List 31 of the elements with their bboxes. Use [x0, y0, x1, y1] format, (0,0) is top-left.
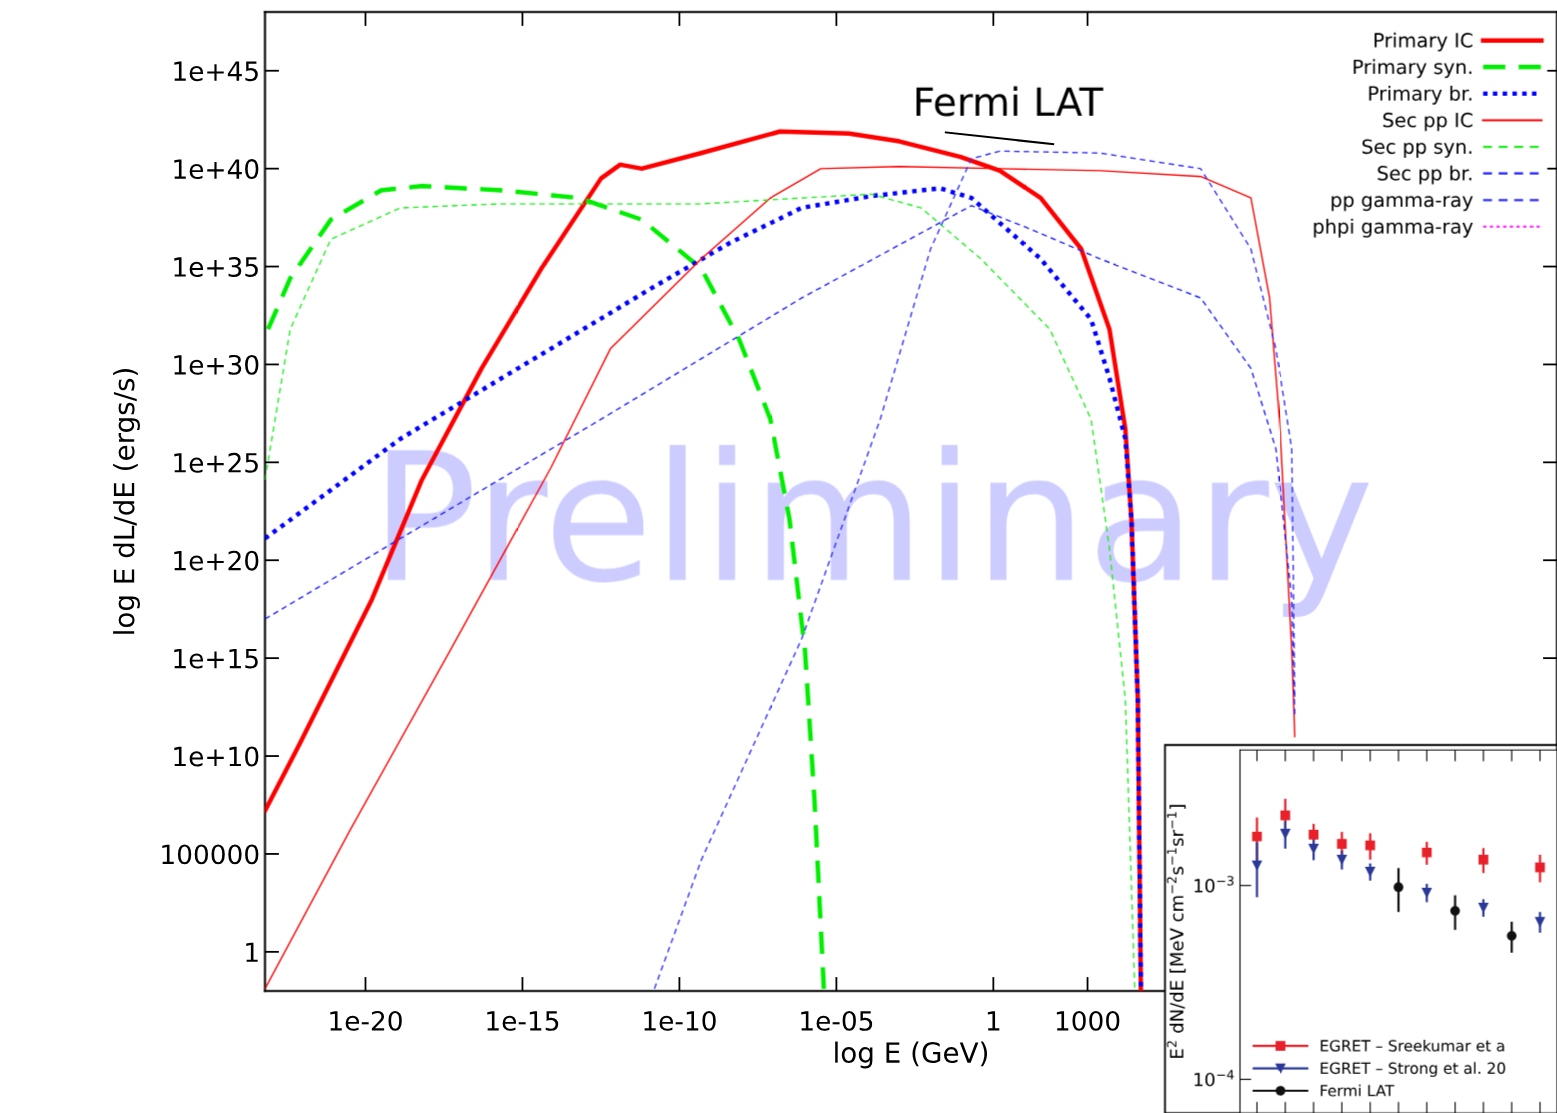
legend-label: pp gamma-ray — [1331, 195, 1473, 211]
text: E$^{2}$ dN/dE [MeV cm$^{−2}$s$^{−1}$sr$^{−1}$] — [1166, 805, 1186, 1058]
legend-label: EGRET – Sreekumar et a — [1320, 1039, 1504, 1052]
legend-label: Primary br. — [1369, 85, 1472, 105]
y-tick-label: 10$^{−3}$ — [1194, 875, 1234, 893]
x-tick-label: 1 — [987, 1011, 1000, 1031]
legend-label: Primary syn. — [1353, 59, 1472, 78]
legend-label: Sec pp br. — [1377, 165, 1472, 185]
legend-label: Sec pp IC — [1383, 112, 1473, 132]
x-tick-label: 1e-05 — [801, 1010, 873, 1031]
y-axis-title: log E dL/dE (ergs/s) — [113, 369, 140, 634]
legend-label: Sec pp syn. — [1362, 139, 1472, 158]
legend-label: Primary IC — [1374, 32, 1473, 52]
x-tick-label: 1e-20 — [330, 1010, 402, 1031]
y-tick-label: 1e+20 — [174, 550, 259, 571]
y-tick-label: 1e+30 — [174, 354, 259, 375]
y-tick-label: 1e+35 — [174, 256, 258, 277]
y-tick-label: 1e+40 — [174, 159, 259, 180]
y-tick-label: 1 — [246, 942, 258, 962]
legend-label: EGRET – Strong et al. 20 — [1320, 1062, 1506, 1077]
x-axis-title: log E (GeV) — [835, 1041, 988, 1069]
x-tick-label: 1e-15 — [487, 1011, 559, 1031]
y-tick-label: 100000 — [162, 844, 259, 865]
y-tick-label: 10$^{−4}$ — [1194, 1069, 1234, 1087]
x-tick-label: 1e-10 — [644, 1010, 716, 1031]
y-tick-label: 1e+15 — [174, 648, 258, 669]
y-tick-label: 1e+45 — [174, 61, 258, 82]
x-tick-label: 1000 — [1056, 1010, 1120, 1031]
y-tick-label: 1e+10 — [174, 746, 259, 767]
legend-label: phpi gamma-ray — [1314, 218, 1473, 238]
annotation: Fermi LAT — [916, 86, 1104, 117]
